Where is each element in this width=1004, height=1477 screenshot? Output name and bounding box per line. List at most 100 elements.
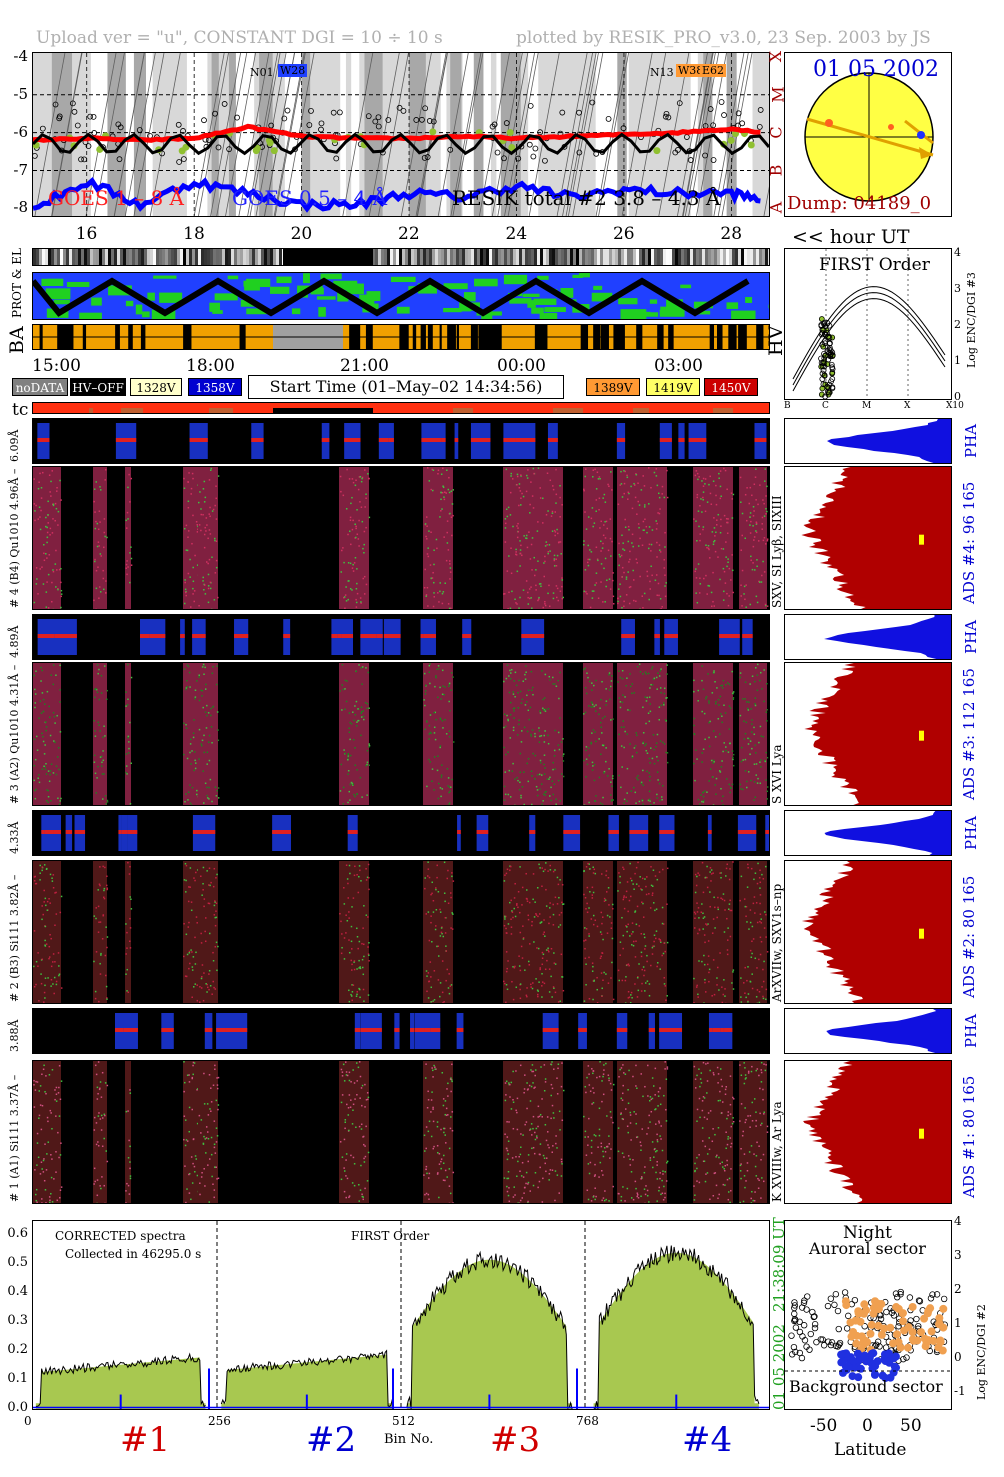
detector-count [693, 733, 696, 736]
detector-count [747, 993, 750, 995]
detector-count [344, 607, 346, 609]
detector-count [360, 1128, 363, 1130]
detector-count [694, 917, 696, 919]
prot-green [212, 310, 223, 314]
detector-count [196, 564, 199, 566]
detector-count [185, 1201, 187, 1203]
pointing-cell [555, 249, 558, 265]
detector-count [591, 597, 594, 599]
detector-count [503, 746, 505, 749]
detector-count [544, 603, 546, 605]
orbit-time-tick: 21:00 [340, 356, 389, 376]
detector-count [106, 888, 108, 891]
detector-count [38, 1114, 41, 1117]
detector-count [653, 762, 656, 765]
detector-count [583, 540, 585, 542]
detector-count [35, 1080, 37, 1083]
detector-count [659, 598, 662, 600]
detector-count [720, 876, 722, 879]
detector-block [339, 861, 369, 1003]
detector-count [651, 684, 654, 686]
pha-line [754, 438, 767, 442]
detector-count [695, 520, 697, 522]
detector-count [452, 676, 454, 678]
detector-count [43, 765, 45, 768]
detector-count [532, 1184, 535, 1187]
first-order-ylabel: Log ENC/DGI #3 [965, 272, 978, 368]
detector-count [541, 885, 543, 888]
detector-count [589, 868, 591, 870]
detector-count [188, 1130, 191, 1133]
detector-block [583, 861, 613, 1003]
detector-count [35, 567, 38, 569]
detector-count [759, 725, 762, 728]
detector-count [618, 733, 620, 736]
detector-count [646, 980, 649, 982]
pointing-cell [735, 249, 738, 265]
detector-count [558, 697, 560, 700]
pha-line [74, 830, 86, 834]
detector-count [545, 708, 547, 711]
detector-count [544, 710, 547, 712]
detector-count [101, 938, 104, 940]
detector-count [199, 491, 201, 493]
ba-hv-plot [33, 325, 769, 349]
detector-count [549, 776, 551, 779]
pointing-cell [522, 249, 525, 265]
event-e62: E62 [700, 64, 727, 77]
detector-count [38, 1117, 40, 1119]
resik-point [424, 154, 431, 160]
detector-count [350, 754, 352, 757]
detector-count [187, 791, 190, 794]
detector-count [529, 706, 532, 709]
detector-count [360, 880, 362, 882]
detector-count [190, 487, 193, 490]
detector-count [627, 990, 630, 993]
pointing-cell [186, 249, 189, 265]
detector-count [209, 533, 212, 535]
detector-count [424, 1150, 426, 1152]
detector-count [44, 984, 46, 987]
detector-count [43, 703, 46, 705]
detector-count [207, 537, 209, 540]
detector-count [358, 865, 361, 867]
detector-count [341, 1071, 344, 1073]
detector-count [344, 752, 346, 755]
detector-count [516, 475, 519, 478]
detector-count [552, 903, 554, 906]
detector-count [604, 520, 606, 523]
detector-count [762, 968, 764, 971]
detector-count [709, 475, 711, 478]
detector-count [720, 872, 722, 874]
detector-count [717, 908, 719, 911]
detector-count [102, 865, 104, 868]
resik-point [530, 153, 537, 160]
resik-point [333, 155, 340, 162]
detector-count [645, 885, 647, 888]
detector-count [99, 553, 102, 555]
channel-pha-word: PHA [962, 815, 980, 850]
detector-count [526, 694, 528, 697]
detector-count [709, 905, 711, 908]
detector-count [33, 965, 35, 968]
detector-count [216, 1077, 218, 1079]
detector-count [747, 966, 749, 968]
detector-count [209, 515, 211, 518]
detector-count [435, 908, 438, 911]
detector-count [210, 1087, 212, 1089]
detector-count [608, 1079, 610, 1082]
detector-count [345, 864, 348, 866]
detector-count [339, 475, 342, 478]
channel-pha-label: 4.33Å [8, 821, 21, 854]
detector-count [520, 794, 522, 797]
detector-count [538, 1115, 541, 1118]
detector-count [649, 703, 651, 705]
detector-count [521, 1197, 524, 1199]
detector-count [762, 878, 765, 880]
detector-count [543, 754, 546, 756]
detector-count [57, 1131, 59, 1134]
detector-count [753, 733, 756, 736]
detector-count [709, 871, 711, 873]
detector-count [537, 599, 539, 602]
detector-count [441, 719, 444, 722]
